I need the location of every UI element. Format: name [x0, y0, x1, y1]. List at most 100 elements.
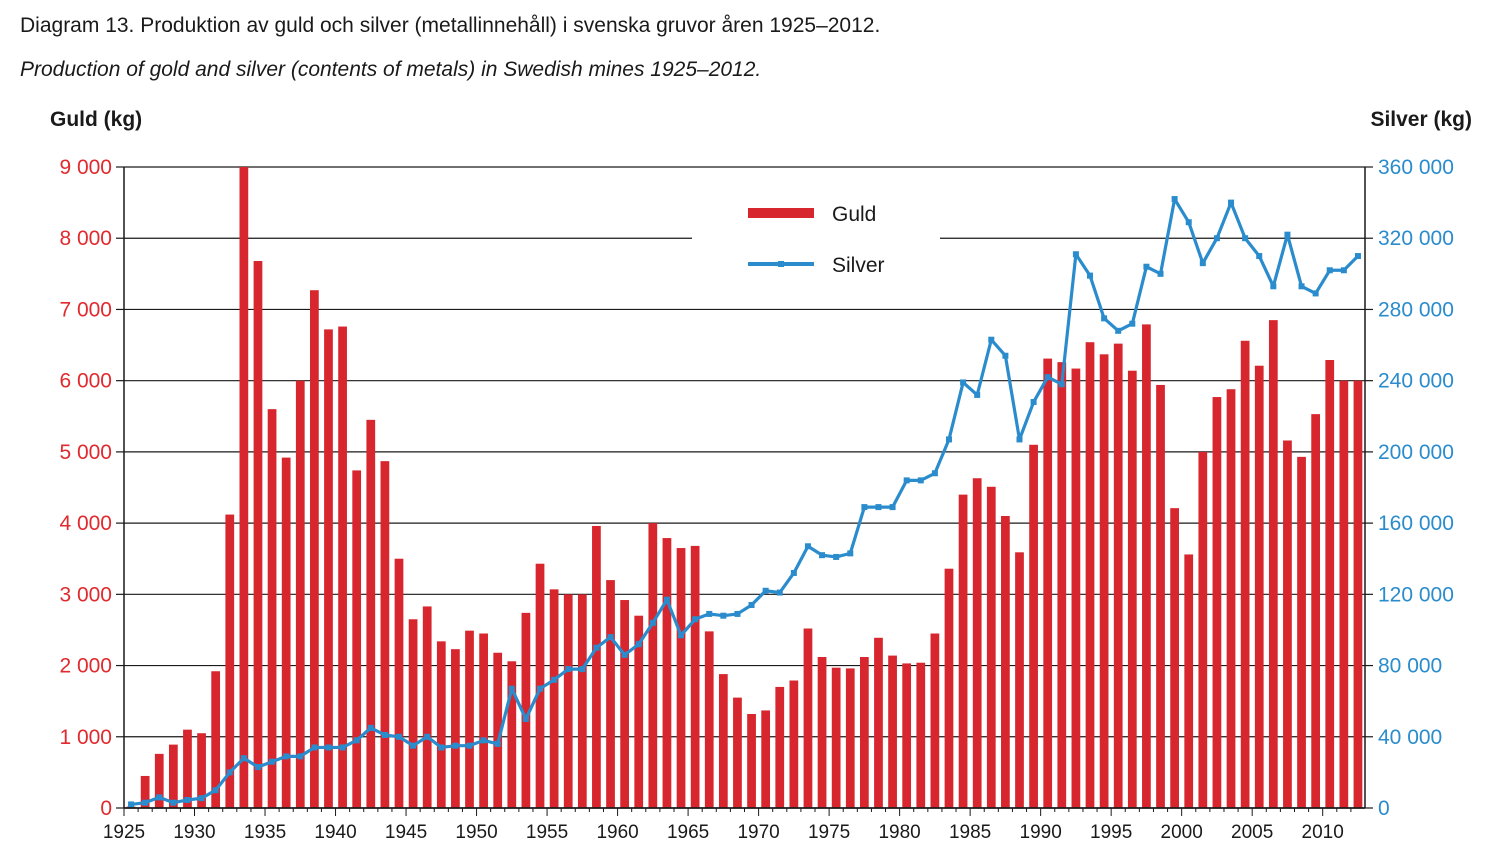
- silver-point: [678, 632, 685, 639]
- guld-bar: [944, 568, 954, 808]
- guld-bar: [733, 697, 742, 808]
- silver-point: [931, 470, 938, 477]
- silver-point: [170, 799, 177, 806]
- guld-bar: [718, 674, 728, 808]
- silver-point: [254, 764, 261, 771]
- guld-bar: [197, 733, 206, 808]
- silver-point: [917, 477, 924, 484]
- silver-point: [748, 602, 755, 609]
- right-tick-label: 360 000: [1378, 156, 1454, 179]
- guld-bar: [803, 628, 813, 808]
- guld-bar: [1001, 515, 1010, 808]
- right-tick-label: 80 000: [1378, 655, 1442, 678]
- guld-bar: [1085, 342, 1095, 808]
- guld-bar: [845, 668, 855, 808]
- right-tick-label: 160 000: [1378, 512, 1454, 535]
- silver-point: [1298, 283, 1305, 290]
- silver-point: [1087, 272, 1094, 279]
- left-tick-label: 7 000: [59, 298, 112, 321]
- silver-point: [424, 733, 431, 740]
- guld-bar: [592, 525, 601, 808]
- x-tick-label: 1950: [455, 822, 497, 843]
- guld-bar: [380, 461, 390, 808]
- x-tick-label: 1930: [173, 822, 215, 843]
- x-tick-label: 1995: [1090, 822, 1132, 843]
- guld-bar: [408, 619, 418, 808]
- right-tick-label: 320 000: [1378, 227, 1454, 250]
- guld-bar: [422, 606, 432, 808]
- x-tick-label: 2005: [1231, 822, 1273, 843]
- legend: Guld Silver: [692, 190, 940, 290]
- silver-point: [311, 744, 318, 751]
- silver-point: [508, 685, 515, 692]
- x-tick-label: 1975: [808, 822, 850, 843]
- guld-bar: [1043, 358, 1053, 808]
- guld-bar: [930, 633, 940, 808]
- silver-point: [226, 769, 233, 776]
- legend-silver-label: Silver: [832, 254, 885, 277]
- silver-point: [1312, 290, 1319, 297]
- right-axis-title: Silver (kg): [1370, 108, 1472, 131]
- silver-point: [212, 787, 219, 794]
- guld-bar: [211, 671, 221, 808]
- guld-bar: [563, 594, 573, 808]
- guld-bar: [1198, 451, 1208, 808]
- silver-point: [1143, 263, 1150, 270]
- silver-point: [1072, 251, 1079, 258]
- silver-point: [1228, 199, 1235, 206]
- silver-point: [833, 553, 840, 560]
- legend-guld-swatch: [748, 208, 814, 218]
- silver-point: [1185, 219, 1192, 226]
- silver-point: [903, 477, 910, 484]
- guld-bar: [874, 637, 883, 808]
- guld-bar: [1226, 389, 1236, 808]
- guld-bar: [916, 662, 926, 808]
- guld-bar: [1029, 444, 1038, 808]
- x-tick-label: 1965: [667, 822, 709, 843]
- silver-point: [269, 758, 276, 765]
- x-tick-label: 1970: [737, 822, 779, 843]
- guld-bar: [1071, 368, 1081, 808]
- guld-bar: [1311, 414, 1321, 808]
- silver-point: [283, 753, 290, 760]
- guld-bar: [747, 713, 756, 808]
- x-tick-label: 1985: [949, 822, 991, 843]
- guld-bars: [126, 167, 1363, 809]
- silver-point: [649, 619, 656, 626]
- silver-point: [720, 612, 727, 619]
- silver-point: [240, 755, 247, 762]
- guld-bar: [324, 329, 333, 808]
- guld-bar: [436, 641, 446, 808]
- silver-point: [142, 799, 149, 806]
- guld-bar: [690, 545, 700, 808]
- silver-point: [804, 543, 811, 550]
- guld-bar: [958, 494, 968, 808]
- guld-bar: [338, 326, 347, 808]
- guld-bar: [140, 775, 150, 808]
- silver-point: [1354, 253, 1361, 260]
- left-tick-label: 5 000: [59, 441, 112, 464]
- guld-bar: [479, 633, 488, 808]
- guld-bar: [648, 523, 658, 808]
- guld-bar: [1353, 380, 1363, 808]
- x-tick-label: 1925: [103, 822, 145, 843]
- silver-point: [1030, 399, 1037, 406]
- silver-point: [565, 666, 572, 673]
- x-tick-label: 2010: [1302, 822, 1344, 843]
- silver-point: [663, 596, 670, 603]
- guld-bar: [704, 631, 714, 808]
- silver-point: [381, 732, 388, 738]
- guld-bar: [1156, 384, 1165, 808]
- left-tick-label: 0: [100, 797, 112, 820]
- silver-point: [522, 715, 529, 722]
- silver-point: [551, 676, 558, 683]
- silver-point: [776, 589, 783, 596]
- silver-point: [960, 379, 967, 386]
- guld-bar: [1127, 370, 1137, 808]
- x-tick-label: 1935: [244, 822, 286, 843]
- guld-bar: [239, 167, 249, 808]
- x-tick-label: 2000: [1161, 822, 1203, 843]
- silver-point: [692, 616, 699, 623]
- silver-point: [1242, 235, 1249, 242]
- left-tick-label: 4 000: [59, 512, 112, 535]
